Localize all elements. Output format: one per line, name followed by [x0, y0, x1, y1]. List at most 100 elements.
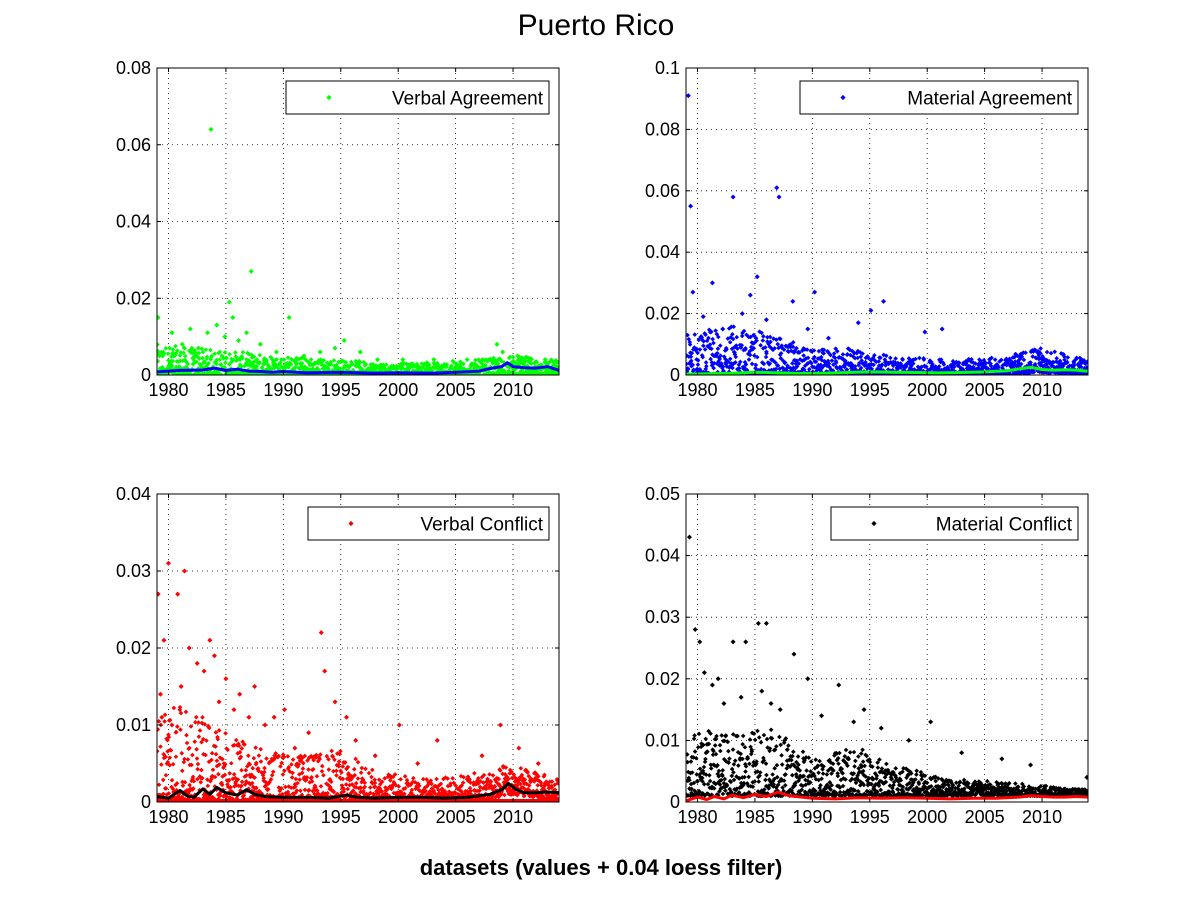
data-point	[556, 372, 559, 375]
data-point	[875, 760, 880, 765]
data-point	[744, 367, 750, 373]
data-point	[480, 786, 486, 791]
data-point	[409, 364, 415, 369]
data-point	[428, 778, 434, 783]
x-tick-label: 1990	[263, 807, 303, 827]
data-point	[1044, 349, 1050, 355]
data-point	[452, 790, 458, 795]
data-point	[843, 360, 849, 366]
data-point	[710, 336, 715, 342]
data-point	[175, 348, 180, 353]
data-point	[222, 772, 228, 778]
data-point	[750, 784, 756, 790]
data-point	[172, 796, 178, 801]
data-point	[344, 766, 349, 772]
data-point	[882, 774, 888, 780]
data-point	[495, 792, 500, 798]
data-point	[169, 784, 174, 790]
data-point	[921, 357, 927, 362]
data-point	[703, 369, 709, 375]
data-point	[492, 783, 498, 789]
data-point	[833, 360, 839, 366]
data-point	[906, 737, 912, 743]
data-point	[228, 784, 233, 790]
data-point	[715, 334, 721, 340]
data-point	[350, 361, 355, 367]
data-point	[285, 789, 291, 795]
data-point	[219, 782, 225, 788]
data-point	[828, 352, 833, 358]
data-point	[353, 781, 359, 786]
data-point	[203, 347, 209, 353]
data-point	[264, 756, 269, 761]
data-point	[488, 785, 493, 790]
data-point	[752, 779, 758, 784]
legend-marker	[840, 94, 846, 101]
data-point	[205, 369, 211, 375]
data-layer	[686, 93, 1088, 375]
data-point	[690, 362, 695, 368]
data-point	[246, 351, 252, 357]
data-point	[525, 770, 530, 775]
data-point	[1012, 371, 1018, 375]
data-point	[769, 736, 775, 741]
data-point	[347, 363, 353, 369]
data-point	[720, 364, 726, 369]
data-point	[169, 330, 175, 336]
data-point	[761, 758, 767, 763]
data-point	[269, 758, 274, 764]
data-point	[200, 715, 205, 720]
data-point	[779, 762, 785, 767]
data-point	[724, 783, 730, 789]
data-point	[830, 761, 836, 767]
data-point	[692, 627, 698, 633]
data-point	[434, 737, 440, 743]
data-point	[485, 782, 491, 787]
data-point	[1028, 762, 1034, 768]
data-point	[867, 759, 873, 765]
data-point	[715, 351, 720, 356]
x-tick-label: 2010	[1022, 380, 1062, 400]
data-point	[851, 719, 857, 725]
data-point	[876, 359, 882, 364]
data-point	[534, 788, 540, 793]
data-point	[702, 759, 708, 765]
data-point	[1016, 360, 1022, 366]
data-point	[735, 733, 740, 739]
data-point	[744, 781, 750, 786]
data-point	[322, 668, 328, 674]
data-point	[866, 775, 872, 781]
data-point	[748, 334, 753, 340]
data-point	[435, 360, 440, 366]
data-point	[996, 364, 1001, 370]
data-point	[237, 357, 243, 363]
data-point	[822, 789, 827, 795]
data-point	[893, 356, 898, 361]
data-point	[471, 367, 476, 373]
data-point	[868, 763, 874, 769]
data-point	[388, 778, 393, 783]
data-point	[341, 337, 347, 343]
data-point	[716, 358, 721, 364]
data-point	[1018, 361, 1024, 367]
data-point	[187, 782, 192, 788]
data-point	[697, 639, 703, 645]
data-point	[201, 795, 207, 800]
data-point	[195, 366, 201, 371]
data-point	[424, 777, 429, 782]
data-point	[837, 750, 842, 756]
data-point	[720, 768, 725, 773]
data-point	[438, 781, 444, 787]
data-point	[970, 364, 976, 370]
data-point	[193, 714, 199, 720]
data-point	[690, 289, 696, 295]
data-point	[819, 763, 825, 768]
data-point	[331, 789, 337, 795]
data-point	[768, 700, 774, 706]
data-point	[169, 365, 175, 371]
data-point	[875, 765, 881, 770]
data-point	[208, 126, 214, 132]
data-point	[815, 763, 821, 768]
data-point	[800, 749, 806, 755]
data-point	[356, 793, 362, 799]
